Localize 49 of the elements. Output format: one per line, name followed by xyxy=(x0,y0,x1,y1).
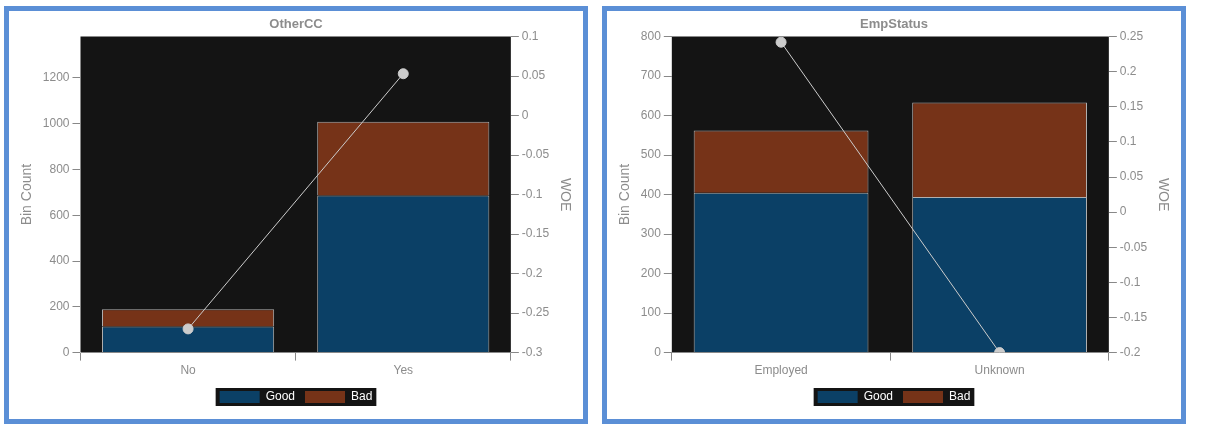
y2-tick-label: -0.3 xyxy=(521,344,543,359)
y2-tick-label: 0.15 xyxy=(1119,99,1144,114)
y-tick-label: 600 xyxy=(640,107,662,122)
y2-tick-label: 0.1 xyxy=(1119,134,1137,149)
y-tick-label: 100 xyxy=(640,305,662,320)
y2-axis-title: WOE xyxy=(1155,177,1172,212)
y2-tick-label: 0 xyxy=(521,107,529,122)
y2-tick-label: 0.05 xyxy=(521,68,546,83)
y-tick-label: 400 xyxy=(640,186,662,201)
y2-tick-label: 0.05 xyxy=(1119,169,1144,184)
y2-tick-label: 0.2 xyxy=(1119,64,1137,79)
legend-label: Bad xyxy=(949,389,971,404)
y-tick-label: 200 xyxy=(49,299,70,314)
y2-tick-label: -0.2 xyxy=(521,265,543,280)
y-tick-label: 800 xyxy=(49,161,70,176)
x-tick-label: Yes xyxy=(393,363,414,378)
y-tick-label: 800 xyxy=(640,28,662,43)
legend-label: Good xyxy=(863,389,894,404)
y2-tick-label: -0.05 xyxy=(521,147,550,162)
y-tick-label: 0 xyxy=(62,344,70,359)
y-tick-label: 400 xyxy=(49,253,70,268)
legend-label: Good xyxy=(265,389,296,404)
y2-tick-label: -0.2 xyxy=(1119,344,1141,359)
y2-tick-label: -0.15 xyxy=(1119,309,1148,324)
y-tick-label: 200 xyxy=(640,265,662,280)
chart-title: EmpStatus xyxy=(860,16,928,32)
y-tick-label: 500 xyxy=(640,147,662,162)
x-tick-label: Employed xyxy=(754,363,808,378)
y-axis-title: Bin Count xyxy=(616,163,633,226)
y-tick-label: 1000 xyxy=(42,115,70,130)
y-tick-label: 700 xyxy=(640,68,662,83)
y-tick-label: 600 xyxy=(49,207,70,222)
y2-tick-label: -0.1 xyxy=(521,186,543,201)
y-tick-label: 300 xyxy=(640,226,662,241)
y2-axis-title: WOE xyxy=(557,177,574,212)
y2-tick-label: -0.25 xyxy=(521,305,550,320)
y2-tick-label: -0.15 xyxy=(521,226,550,241)
x-tick-label: Unknown xyxy=(974,363,1025,378)
y2-tick-label: 0 xyxy=(1119,204,1127,219)
legend-label: Bad xyxy=(351,389,373,404)
x-tick-label: No xyxy=(180,363,197,378)
y2-tick-label: -0.05 xyxy=(1119,239,1148,254)
y2-tick-label: -0.1 xyxy=(1119,274,1141,289)
y-tick-label: 1200 xyxy=(42,70,70,85)
y-tick-label: 0 xyxy=(654,344,662,359)
chart-title: OtherCC xyxy=(269,16,324,32)
y2-tick-label: 0.1 xyxy=(521,28,539,43)
y-axis-title: Bin Count xyxy=(18,163,35,226)
y2-tick-label: 0.25 xyxy=(1119,28,1144,43)
